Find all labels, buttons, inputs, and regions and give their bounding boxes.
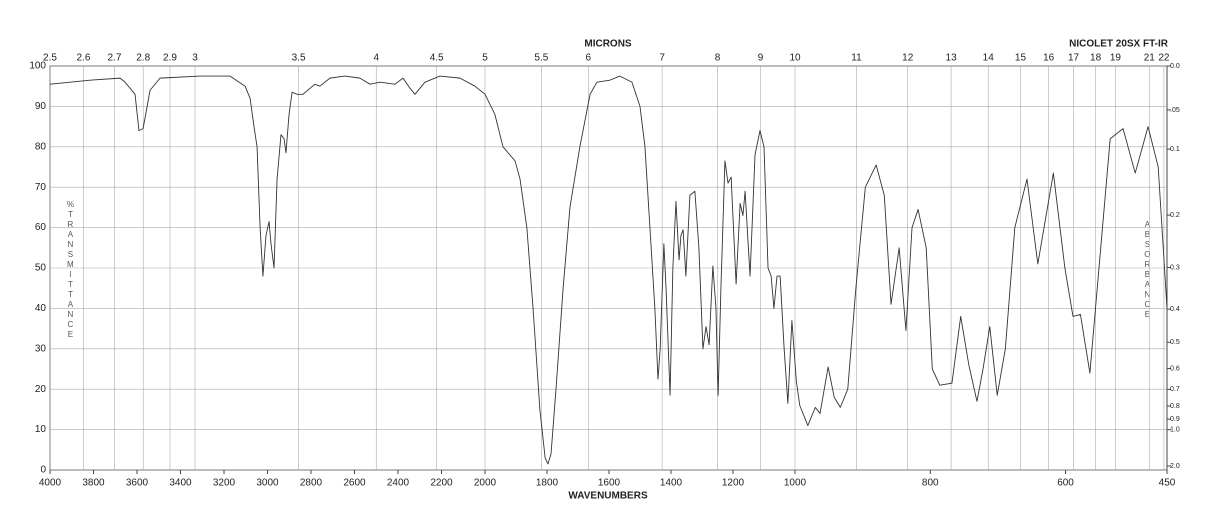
x2-tick-label: 22 [1158, 53, 1170, 64]
x2-tick-label: 11 [851, 53, 862, 64]
x2-tick-label: 21 [1144, 53, 1156, 64]
y2-axis-title: ABSORBANCE [1143, 220, 1152, 320]
x-tick-label: 3200 [213, 478, 236, 489]
y2-tick-label: 0.7 [1170, 386, 1180, 393]
y2-tick-label: 2.0 [1170, 463, 1180, 470]
y2-tick-label: 0.9 [1170, 416, 1180, 423]
x2-tick-label: 5.5 [534, 53, 548, 64]
x2-tick-label: 14 [983, 53, 995, 64]
x-tick-label: 1600 [598, 478, 621, 489]
x-tick-label: 3000 [256, 478, 279, 489]
y-tick-label: 20 [35, 384, 47, 395]
spectrum-line [49, 75, 1168, 465]
x2-tick-label: 2.8 [136, 53, 150, 64]
x-tick-label: 1400 [660, 478, 683, 489]
x2-tick-label: 19 [1110, 53, 1122, 64]
x-tick-label: 800 [922, 478, 939, 489]
y2-tick-label: 0.8 [1170, 403, 1180, 410]
top-axis-title: MICRONS [584, 39, 632, 50]
x2-tick-label: 2.9 [163, 53, 177, 64]
x2-tick-label: 17 [1068, 53, 1080, 64]
x-tick-label: 1800 [536, 478, 559, 489]
x2-tick-label: 2.6 [77, 53, 91, 64]
x-axis-title: WAVENUMBERS [568, 491, 648, 502]
x-tick-label: 1200 [722, 478, 745, 489]
y2-tick-label: 0.0 [1170, 63, 1180, 70]
x-tick-label: 2600 [343, 478, 366, 489]
y2-tick-label: 0.4 [1170, 306, 1180, 313]
x-tick-label: 4000 [39, 478, 62, 489]
y-tick-label: 10 [35, 424, 47, 435]
y-tick-label: 50 [35, 263, 47, 274]
x-tick-label: 2200 [430, 478, 453, 489]
y2-tick-label: 0.5 [1170, 339, 1180, 346]
x2-tick-label: 12 [902, 53, 914, 64]
x2-tick-label: 8 [715, 53, 721, 64]
x2-tick-label: 2.5 [43, 53, 57, 64]
x-tick-label: 2400 [387, 478, 410, 489]
x2-tick-label: 9 [758, 53, 764, 64]
x-tick-label: 3600 [126, 478, 149, 489]
x2-tick-label: 18 [1090, 53, 1102, 64]
x2-tick-label: 15 [1015, 53, 1027, 64]
x2-tick-label: 7 [659, 53, 665, 64]
y-tick-label: 90 [35, 101, 47, 112]
y2-tick-label: 0.6 [1170, 365, 1180, 372]
y-tick-label: 40 [35, 303, 47, 314]
x2-tick-label: 6 [586, 53, 592, 64]
x-tick-label: 2000 [474, 478, 497, 489]
y-tick-label: 0 [40, 465, 46, 476]
y2-tick-label: 1.0 [1170, 426, 1180, 433]
x-tick-label: 450 [1159, 478, 1176, 489]
y2-tick-label: 0.2 [1170, 212, 1180, 219]
x2-tick-label: 3.5 [292, 53, 306, 64]
x-tick-label: 600 [1057, 478, 1074, 489]
x2-tick-label: 10 [789, 53, 801, 64]
x2-tick-label: 3 [192, 53, 198, 64]
y2-tick-label: 0.3 [1170, 264, 1180, 271]
y2-tick-label: 0.1 [1170, 146, 1180, 153]
x2-tick-label: 5 [482, 53, 488, 64]
x-tick-label: 1000 [784, 478, 807, 489]
x2-tick-label: 2.7 [107, 53, 121, 64]
y-tick-label: 30 [35, 343, 47, 354]
y-tick-label: 60 [35, 222, 47, 233]
x2-tick-label: 16 [1043, 53, 1055, 64]
x2-tick-label: 4 [373, 53, 379, 64]
y2-tick-label: .05 [1170, 107, 1180, 114]
x-tick-label: 3400 [169, 478, 192, 489]
y-axis-title: %TRANSMITTANCE [66, 200, 75, 340]
y-tick-label: 80 [35, 141, 47, 152]
x-tick-label: 2800 [300, 478, 323, 489]
x2-tick-label: 4.5 [430, 53, 444, 64]
y-tick-label: 70 [35, 182, 47, 193]
instrument-label: NICOLET 20SX FT-IR [1069, 39, 1169, 50]
x-tick-label: 3800 [82, 478, 105, 489]
y-tick-label: 100 [29, 61, 46, 72]
x2-tick-label: 13 [946, 53, 958, 64]
